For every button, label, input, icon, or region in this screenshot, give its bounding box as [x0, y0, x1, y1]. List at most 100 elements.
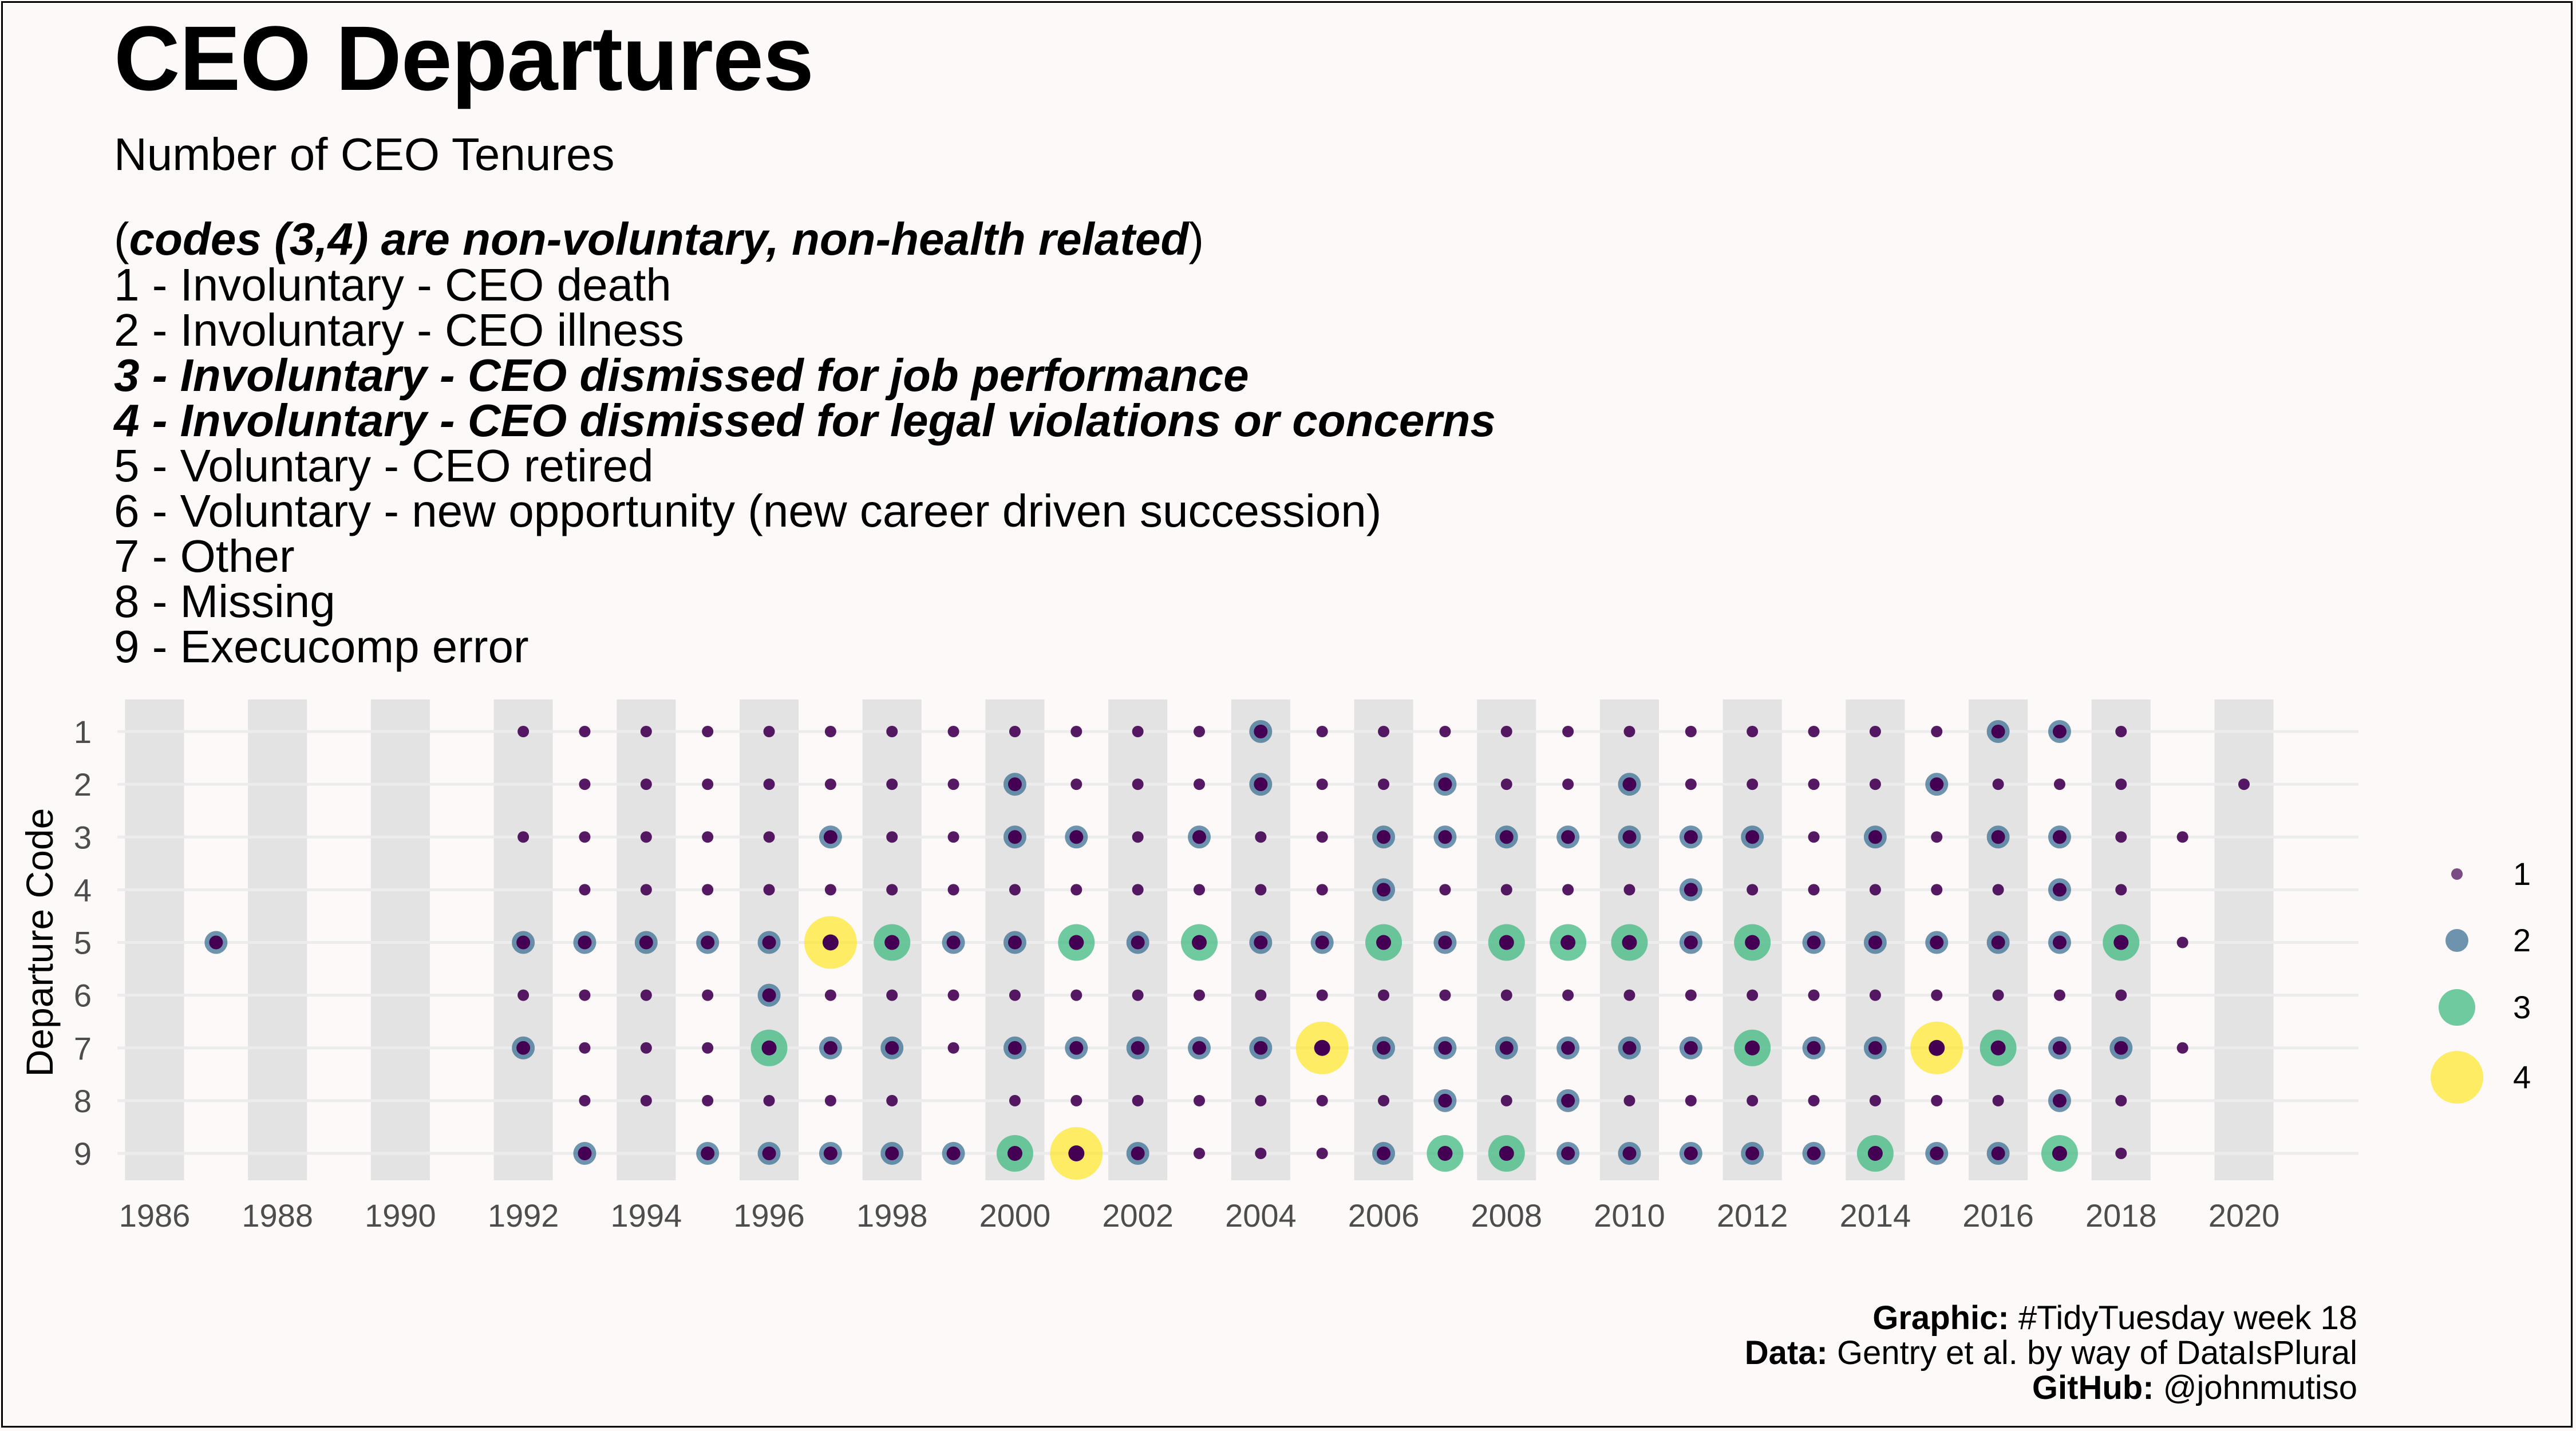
legend-label: 1: [2513, 856, 2531, 892]
data-point-core: [947, 726, 959, 737]
data-point-core: [1132, 831, 1144, 843]
data-point-core: [640, 778, 652, 790]
data-point-core: [578, 1147, 592, 1160]
x-tick-label: 2000: [979, 1197, 1051, 1234]
data-point-core: [1009, 726, 1021, 737]
chart-subtitle: Number of CEO Tenures: [114, 129, 615, 180]
data-point-core: [1931, 884, 1943, 896]
data-point-core: [1194, 726, 1205, 737]
data-point-core: [2052, 1041, 2067, 1055]
legend-key: [2439, 989, 2475, 1026]
data-point-core: [1808, 726, 1820, 737]
data-point-core: [1007, 1146, 1022, 1161]
data-point-core: [886, 778, 898, 790]
x-tick-label: 1990: [365, 1197, 436, 1234]
y-tick-label: 7: [74, 1030, 92, 1066]
data-point-core: [886, 1094, 898, 1106]
year-band: [125, 699, 184, 1180]
data-point-core: [886, 884, 898, 896]
data-point-core: [1255, 831, 1267, 843]
data-point-core: [2176, 1042, 2188, 1054]
data-point-core: [2115, 778, 2127, 790]
data-point-core: [579, 726, 591, 737]
legend-label: 3: [2513, 989, 2531, 1025]
data-point-core: [1992, 989, 2004, 1001]
y-tick-label: 2: [74, 766, 92, 803]
data-point-core: [763, 1094, 775, 1106]
code-note-text: codes (3,4) are non-voluntary, non-healt…: [129, 214, 1189, 264]
data-point-core: [1499, 1146, 1514, 1161]
data-point-core: [1194, 884, 1205, 896]
departure-code-3: 3 - Involuntary - CEO dismissed for job …: [114, 350, 1249, 401]
code-note-close: ): [1188, 214, 1204, 264]
data-point-core: [823, 1147, 837, 1160]
x-tick-label: 2018: [2085, 1197, 2157, 1234]
data-point-core: [2052, 1146, 2067, 1161]
data-point-core: [1991, 830, 2005, 844]
data-point-core: [1991, 1147, 2005, 1160]
data-point-core: [1561, 1093, 1575, 1108]
x-tick-label: 1988: [242, 1197, 313, 1234]
data-point-core: [1745, 935, 1760, 950]
data-point-core: [1070, 1094, 1082, 1106]
y-tick-label: 3: [74, 819, 92, 855]
data-point-core: [1931, 831, 1943, 843]
data-point-core: [1562, 884, 1574, 896]
data-point-core: [1009, 1094, 1021, 1106]
data-point-core: [579, 884, 591, 896]
data-point-core: [1992, 884, 2004, 896]
x-tick-label: 2008: [1471, 1197, 1542, 1234]
caption-line: Data: Gentry et al. by way of DataIsPlur…: [1745, 1335, 2357, 1370]
y-tick-label: 9: [74, 1136, 92, 1172]
data-point-core: [1316, 778, 1328, 790]
data-point-core: [516, 1041, 531, 1055]
data-point-core: [702, 778, 714, 790]
caption: Graphic: #TidyTuesday week 18 Data: Gentr…: [1745, 1300, 2357, 1405]
departure-code-list: 1 - Involuntary - CEO death 2 - Involunta…: [114, 262, 1496, 670]
data-point-core: [1622, 935, 1637, 950]
data-point-core: [1378, 1094, 1390, 1106]
data-point-core: [1808, 884, 1820, 896]
data-point-core: [517, 989, 530, 1001]
data-point-core: [1930, 935, 1944, 950]
data-point-core: [761, 1040, 777, 1056]
data-point-core: [1685, 726, 1697, 737]
data-point-core: [1807, 935, 1821, 950]
data-point-core: [640, 989, 652, 1001]
data-point-core: [824, 989, 836, 1001]
data-point-core: [1931, 1094, 1943, 1106]
data-point-core: [2115, 884, 2127, 896]
data-point-core: [1500, 884, 1512, 896]
data-point-core: [2053, 778, 2065, 790]
data-point-core: [1745, 830, 1760, 844]
data-point-core: [1070, 989, 1082, 1001]
data-point-core: [640, 1042, 652, 1054]
data-point-core: [702, 989, 714, 1001]
data-point-core: [1500, 989, 1512, 1001]
data-point-core: [701, 935, 715, 950]
data-point-core: [1131, 1147, 1145, 1160]
data-point-core: [1808, 778, 1820, 790]
x-tick-label: 2010: [1594, 1197, 1665, 1234]
data-point-core: [1685, 989, 1697, 1001]
data-point-core: [701, 1147, 715, 1160]
data-point-core: [1316, 831, 1328, 843]
data-point-core: [579, 778, 591, 790]
data-point-core: [947, 989, 959, 1001]
data-point-core: [1622, 777, 1637, 792]
data-point-core: [1560, 935, 1576, 950]
data-point-core: [1009, 884, 1021, 896]
data-point-core: [1377, 830, 1391, 844]
data-point-core: [1438, 830, 1452, 844]
data-point-core: [2238, 778, 2250, 790]
data-point-core: [886, 989, 898, 1001]
departure-code-7: 7 - Other: [114, 531, 295, 582]
data-point-core: [2052, 883, 2067, 897]
data-point-core: [1439, 884, 1451, 896]
data-point-core: [1500, 1094, 1512, 1106]
data-point-core: [1069, 935, 1084, 950]
data-point-core: [1438, 777, 1452, 792]
departure-code-4: 4 - Involuntary - CEO dismissed for lega…: [114, 395, 1496, 446]
data-point-core: [1255, 989, 1267, 1001]
